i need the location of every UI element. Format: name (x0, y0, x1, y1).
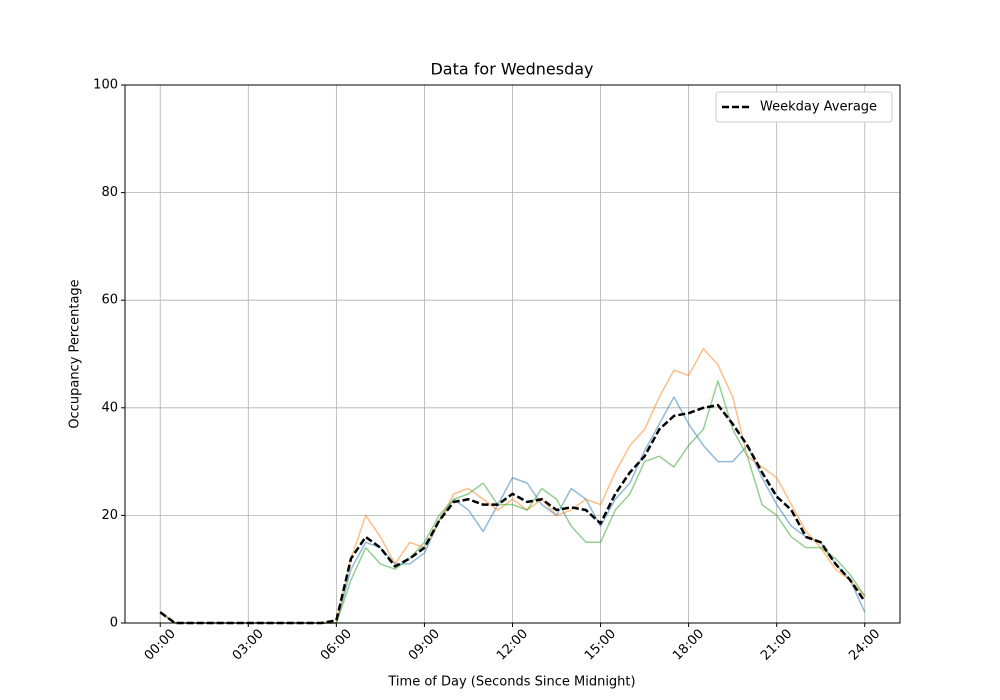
y-tick-label: 20 (101, 508, 118, 523)
y-tick-label: 0 (110, 616, 118, 631)
legend-label: Weekday Average (760, 100, 877, 115)
x-axis-label: Time of Day (Seconds Since Midnight) (387, 675, 635, 690)
legend-box (715, 91, 893, 123)
y-axis-label: Occupancy Percentage (68, 279, 83, 428)
y-tick-label: 100 (93, 78, 118, 93)
plot-frame (124, 84, 901, 624)
y-tick-label: 40 (101, 400, 118, 415)
y-tick-label: 80 (101, 185, 118, 200)
y-tick-label: 60 (101, 293, 118, 308)
chart-title: Data for Wednesday (430, 60, 593, 79)
